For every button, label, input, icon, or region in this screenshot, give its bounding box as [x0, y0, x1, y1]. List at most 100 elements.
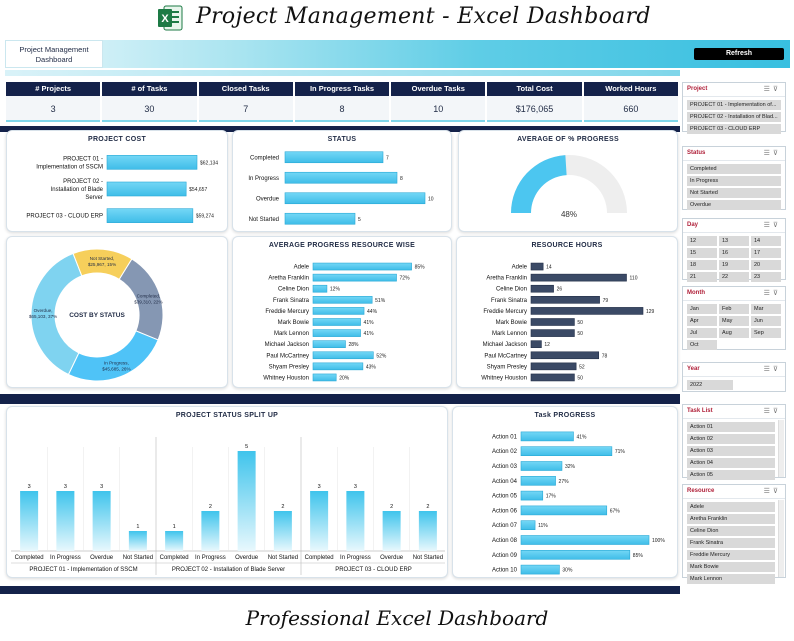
slicer-item[interactable]: Apr	[687, 316, 717, 326]
slicer-item[interactable]: Feb	[719, 304, 749, 314]
refresh-button[interactable]: Refresh	[694, 48, 784, 60]
slicer-item[interactable]: Celine Dion	[687, 526, 775, 536]
slice-label: In Progress,	[104, 360, 129, 365]
category-label: Completed	[160, 555, 189, 561]
data-label: 50	[577, 320, 583, 326]
slicer-item[interactable]: 2022	[687, 380, 733, 390]
slicer-item[interactable]: Mark Bowie	[687, 562, 775, 572]
category-label: Shyam Presley	[269, 364, 309, 370]
slicer-item[interactable]: 16	[719, 248, 749, 258]
slicer-item[interactable]: 19	[719, 260, 749, 270]
slicer-item[interactable]: Completed	[687, 164, 781, 174]
slice-label: $65,103, 37%	[29, 314, 57, 319]
data-label: 14	[546, 265, 552, 271]
clear-filter-icon[interactable]: ⊽	[772, 222, 781, 229]
slicer-items: Completed In Progress Not Started Overdue	[683, 161, 785, 213]
clear-filter-icon[interactable]: ⊽	[772, 408, 781, 415]
slicer-project: Project ☰⊽ PROJECT 01 - Implementation of.…	[682, 82, 786, 134]
slice-label: Not Started,	[90, 256, 115, 261]
slicer-item[interactable]: Not Started	[687, 188, 781, 198]
slicer-item[interactable]: Action 01	[687, 422, 775, 432]
slicer-item[interactable]: Action 02	[687, 434, 775, 444]
multi-select-icon[interactable]: ☰	[763, 86, 773, 93]
slicer-item[interactable]: 13	[719, 236, 749, 246]
slicer-item[interactable]: Frank Sinatra	[687, 538, 775, 548]
data-label: 3	[28, 484, 31, 490]
kpi-label: # Projects	[6, 82, 101, 96]
slice-label: $39,310, 22%	[134, 299, 162, 304]
category-label: Mark Bowie	[278, 320, 310, 326]
slicer-item[interactable]: May	[719, 316, 749, 326]
bar	[520, 476, 556, 486]
clear-filter-icon[interactable]: ⊽	[772, 86, 781, 93]
banner	[5, 40, 790, 68]
slicer-item[interactable]: Mark Lennon	[687, 574, 775, 584]
slicer-item[interactable]: Jul	[687, 328, 717, 338]
slicer-item[interactable]: 12	[687, 236, 717, 246]
svg-text:X: X	[161, 13, 169, 25]
slicer-item[interactable]: Action 05	[687, 470, 775, 480]
slicer-item[interactable]: 20	[751, 260, 781, 270]
slicer-item[interactable]: 17	[751, 248, 781, 258]
category-label: Adele	[512, 265, 528, 271]
clear-filter-icon[interactable]: ⊽	[772, 150, 781, 157]
clear-filter-icon[interactable]: ⊽	[772, 488, 781, 495]
data-label: 5	[245, 444, 248, 450]
slicer-item[interactable]: Jan	[687, 304, 717, 314]
multi-select-icon[interactable]: ☰	[763, 488, 773, 495]
data-label: 26	[557, 287, 563, 293]
multi-select-icon[interactable]: ☰	[763, 222, 773, 229]
slicer-item[interactable]: PROJECT 02 - Installation of Blad...	[687, 112, 781, 122]
slicer-item[interactable]: 18	[687, 260, 717, 270]
data-label: 2	[281, 504, 284, 510]
split-chart: 3 Completed 3 In Progress 3 Overdue 1 Not Start…	[11, 437, 445, 575]
dashboard-title: Project Management - Excel Dashboard	[196, 4, 651, 29]
slicer-item[interactable]: 14	[751, 236, 781, 246]
multi-select-icon[interactable]: ☰	[763, 150, 773, 157]
category-label: In Progress	[248, 176, 279, 182]
kpi-label: In Progress Tasks	[294, 82, 390, 96]
category-label: Overdue	[235, 555, 259, 561]
data-label: 110	[630, 276, 638, 282]
slicer-item[interactable]: Mar	[751, 304, 781, 314]
slicer-item[interactable]: Action 04	[687, 458, 775, 468]
category-label: Paul McCartney	[266, 353, 309, 359]
slicer-item[interactable]: Adele	[687, 502, 775, 512]
slicer-item[interactable]: Oct	[687, 340, 717, 350]
multi-select-icon[interactable]: ☰	[763, 408, 773, 415]
slicer-item[interactable]: Aug	[719, 328, 749, 338]
task-progress-chart: Action 01 41% Action 02 71% Action 03 32% Acti…	[492, 431, 665, 575]
slicer-item[interactable]: 15	[687, 248, 717, 258]
slicer-item[interactable]: Overdue	[687, 200, 781, 210]
slice-label: $45,685, 26%	[102, 366, 130, 371]
slicer-item[interactable]: PROJECT 03 - CLOUD ERP	[687, 124, 781, 134]
slicer-items: 12 13 14 15 16 17 18 19 20 21 22 23	[683, 233, 785, 285]
bar	[284, 192, 426, 205]
multi-select-icon[interactable]: ☰	[763, 290, 773, 297]
slicer-item[interactable]: 23	[751, 272, 781, 282]
category-label: Paul McCartney	[484, 353, 527, 359]
clear-filter-icon[interactable]: ⊽	[772, 290, 781, 297]
slicer-item[interactable]: Freddie Mercury	[687, 550, 775, 560]
clear-filter-icon[interactable]: ⊽	[772, 366, 781, 373]
bar	[530, 373, 575, 382]
column	[56, 491, 75, 551]
bar	[312, 318, 361, 326]
slicer-item[interactable]: 22	[719, 272, 749, 282]
slicer-item[interactable]: In Progress	[687, 176, 781, 186]
data-label: 41%	[364, 331, 375, 337]
slicer-item[interactable]: Aretha Franklin	[687, 514, 775, 524]
slicer-item[interactable]: Sep	[751, 328, 781, 338]
multi-select-icon[interactable]: ☰	[763, 366, 773, 373]
slicer-scrollbar[interactable]	[778, 420, 784, 477]
slicer-icons: ☰⊽	[764, 365, 781, 373]
data-label: 2	[390, 504, 393, 510]
slicer-item[interactable]: 21	[687, 272, 717, 282]
data-label: 71%	[615, 449, 626, 455]
slicer-item[interactable]: Jun	[751, 316, 781, 326]
slicer-header: Resource ☰⊽	[683, 485, 785, 499]
slicer-item[interactable]: Action 03	[687, 446, 775, 456]
slicer-scrollbar[interactable]	[778, 500, 784, 577]
slicer-item[interactable]: PROJECT 01 - Implementation of...	[687, 100, 781, 110]
category-label: Completed	[15, 555, 44, 561]
